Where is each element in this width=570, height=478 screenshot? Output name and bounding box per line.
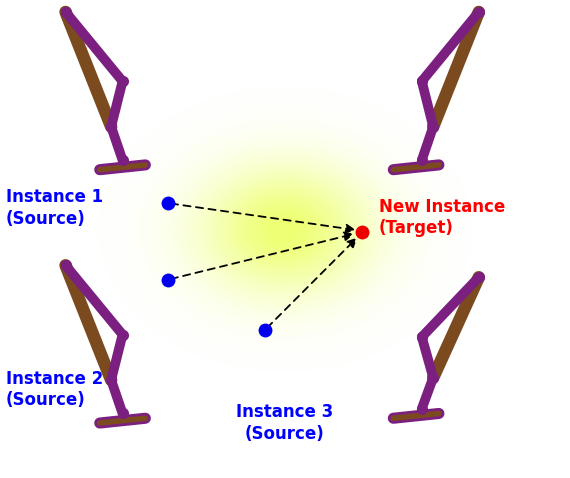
Text: Instance 2
(Source): Instance 2 (Source) bbox=[6, 370, 103, 409]
Text: New Instance
(Target): New Instance (Target) bbox=[379, 198, 505, 237]
Text: Instance 1
(Source): Instance 1 (Source) bbox=[6, 188, 103, 228]
Text: Instance 3
(Source): Instance 3 (Source) bbox=[237, 403, 333, 443]
